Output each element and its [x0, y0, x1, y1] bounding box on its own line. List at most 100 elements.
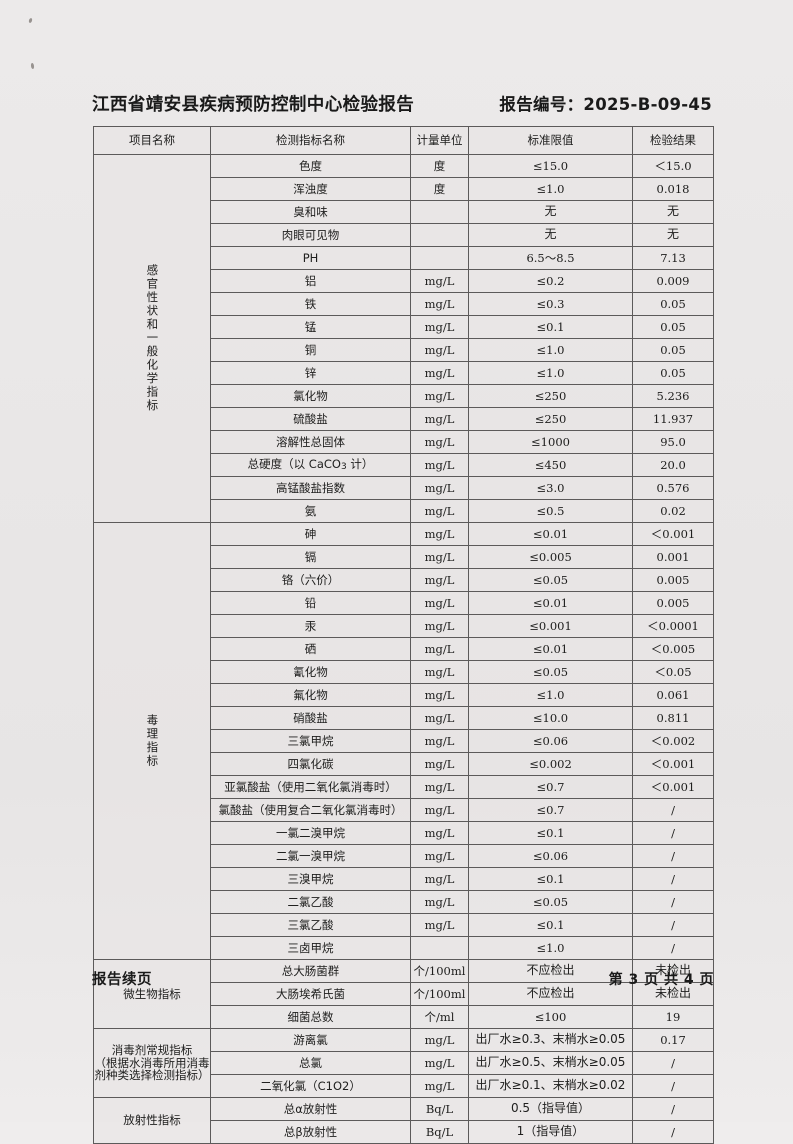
indicator-name-cell: 硫酸盐 [210, 407, 411, 431]
indicator-name-cell: 氯酸盐（使用复合二氧化氯消毒时） [210, 798, 411, 822]
limit-value-cell: ≤0.002 [468, 752, 633, 776]
unit-cell: mg/L [410, 522, 469, 546]
limit-value-cell: ≤450 [468, 453, 633, 477]
indicator-name-cell: PH [210, 246, 411, 270]
unit-cell: mg/L [410, 890, 469, 914]
table-row: 二氯乙酸 mg/L ≤0.05/ [94, 890, 714, 914]
unit-cell [410, 223, 469, 247]
table-row: 浑浊度度 ≤1.0 0.018 [94, 177, 714, 201]
table-row: 汞 mg/L ≤0.001 ＜0.0001 [94, 614, 714, 638]
result-value-cell: / [632, 867, 714, 891]
limit-value-cell: ≤0.05 [468, 660, 633, 684]
indicator-name-cell: 二氧化氯（C1O2） [210, 1074, 411, 1098]
limit-value-cell: ≤0.01 [468, 591, 633, 615]
table-row: 放射性指标 总α放射性 Bq/L 0.5（指导值） / [93, 1097, 714, 1144]
limit-value-cell: ≤0.1 [468, 867, 633, 891]
result-value-cell: 95.0 [632, 430, 714, 454]
report-number: 报告编号：2025-B-09-45 [499, 95, 712, 114]
limit-value-cell: 不应检出 [468, 982, 633, 1006]
limit-value-cell: ≤0.1 [468, 821, 633, 845]
table-row: 毒理指标砷 mg/L ≤0.01 ＜0.001 [93, 522, 714, 960]
unit-cell: Bq/L [410, 1120, 469, 1144]
unit-cell: mg/L [410, 476, 469, 500]
result-value-cell: 19 [632, 1005, 714, 1029]
result-value-cell: 0.05 [632, 315, 714, 339]
result-value-cell: / [632, 798, 714, 822]
limit-value-cell: ≤0.1 [468, 315, 633, 339]
column-header-unit: 计量单位 [410, 126, 469, 155]
result-value-cell: 0.005 [632, 591, 714, 615]
result-value-cell: ＜0.0001 [632, 614, 714, 638]
indicator-name-cell: 铁 [210, 292, 411, 316]
indicator-name-cell: 二氯乙酸 [210, 890, 411, 914]
unit-cell: mg/L [410, 752, 469, 776]
table-row: 总硬度（以 CaCO3 计） mg/L ≤450 20.0 [94, 453, 714, 477]
page-footer: 报告续页 第 3 页 共 4 页 [92, 968, 714, 989]
table-row: 细菌总数 个/ml ≤100 19 [94, 1005, 714, 1029]
category-cell: 消毒剂常规指标 （根据水消毒所用消毒 剂种类选择检测指标） [93, 1028, 211, 1098]
indicator-name-cell: 氟化物 [210, 683, 411, 707]
result-value-cell: 7.13 [632, 246, 714, 270]
unit-cell: mg/L [410, 407, 469, 431]
result-value-cell: 20.0 [632, 453, 714, 477]
result-value-cell: / [632, 1074, 714, 1098]
table-row: 肉眼可见物 无无 [94, 223, 714, 247]
indicator-name-cell: 高锰酸盐指数 [210, 476, 411, 500]
table-row: 锌 mg/L ≤1.0 0.05 [94, 361, 714, 385]
indicator-name-cell: 二氯一溴甲烷 [210, 844, 411, 868]
unit-cell: mg/L [410, 453, 469, 477]
unit-cell: mg/L [410, 867, 469, 891]
column-header-category: 项目名称 [93, 126, 211, 155]
footer-continuation-label: 报告续页 [92, 972, 152, 988]
unit-cell: mg/L [410, 660, 469, 684]
indicator-name-cell: 氰化物 [210, 660, 411, 684]
unit-cell: mg/L [410, 706, 469, 730]
table-row: 一氯二溴甲烷 mg/L ≤0.1/ [94, 821, 714, 845]
unit-cell: mg/L [410, 338, 469, 362]
table-row: 镉 mg/L ≤0.005 0.001 [94, 545, 714, 569]
table-row: 氯化物 mg/L ≤250 5.236 [94, 384, 714, 408]
unit-cell [410, 246, 469, 270]
result-value-cell: 0.05 [632, 292, 714, 316]
indicator-name-cell: 铝 [210, 269, 411, 293]
result-value-cell: 未检出 [632, 959, 714, 983]
limit-value-cell: ≤1000 [468, 430, 633, 454]
table-row: 氰化物 mg/L ≤0.05 ＜0.05 [94, 660, 714, 684]
unit-cell: mg/L [410, 798, 469, 822]
unit-cell: mg/L [410, 591, 469, 615]
limit-value-cell: 1（指导值） [468, 1120, 633, 1144]
column-header-limit: 标准限值 [468, 126, 633, 155]
indicator-name-cell: 游离氯 [210, 1028, 411, 1052]
indicator-name-cell: 亚氯酸盐（使用二氧化氯消毒时） [210, 775, 411, 799]
table-row: 总氯 mg/L 出厂水≥0.5、末梢水≥0.05/ [94, 1051, 714, 1075]
limit-value-cell: ≤0.3 [468, 292, 633, 316]
result-value-cell: / [632, 821, 714, 845]
table-row: 硝酸盐 mg/L ≤10.0 0.811 [94, 706, 714, 730]
result-value-cell: 11.937 [632, 407, 714, 431]
unit-cell: mg/L [410, 292, 469, 316]
limit-value-cell: 0.5（指导值） [468, 1097, 633, 1121]
limit-value-cell: ≤1.0 [468, 361, 633, 385]
limit-value-cell: 出厂水≥0.3、末梢水≥0.05 [468, 1028, 633, 1052]
unit-cell: mg/L [410, 269, 469, 293]
unit-cell: 个/ml [410, 1005, 469, 1029]
limit-value-cell: ≤1.0 [468, 338, 633, 362]
indicator-name-cell: 总α放射性 [210, 1097, 411, 1121]
indicator-name-cell: 铬（六价） [210, 568, 411, 592]
limit-value-cell: ≤250 [468, 384, 633, 408]
limit-value-cell: ≤0.01 [468, 522, 633, 546]
indicator-name-cell: 臭和味 [210, 200, 411, 224]
indicator-name-cell: 色度 [210, 154, 411, 178]
limit-value-cell: ≤0.001 [468, 614, 633, 638]
unit-cell: 度 [410, 177, 469, 201]
table-row: 大肠埃希氏菌 个/100ml 不应检出 未检出 [94, 982, 714, 1006]
result-value-cell: ＜15.0 [632, 154, 714, 178]
unit-cell: mg/L [410, 683, 469, 707]
unit-cell: mg/L [410, 315, 469, 339]
indicator-name-cell: 总硬度（以 CaCO3 计） [210, 453, 411, 477]
result-value-cell: ＜0.05 [632, 660, 714, 684]
table-head: 项目名称 检测指标名称 计量单位 标准限值 检验结果 [93, 126, 714, 155]
report-header: 江西省靖安县疾病预防控制中心检验报告 报告编号：2025-B-09-45 [92, 91, 714, 116]
inspection-results-table: 项目名称 检测指标名称 计量单位 标准限值 检验结果 感官性状和一般化学指标 色度… [93, 126, 714, 1144]
result-value-cell: 0.005 [632, 568, 714, 592]
